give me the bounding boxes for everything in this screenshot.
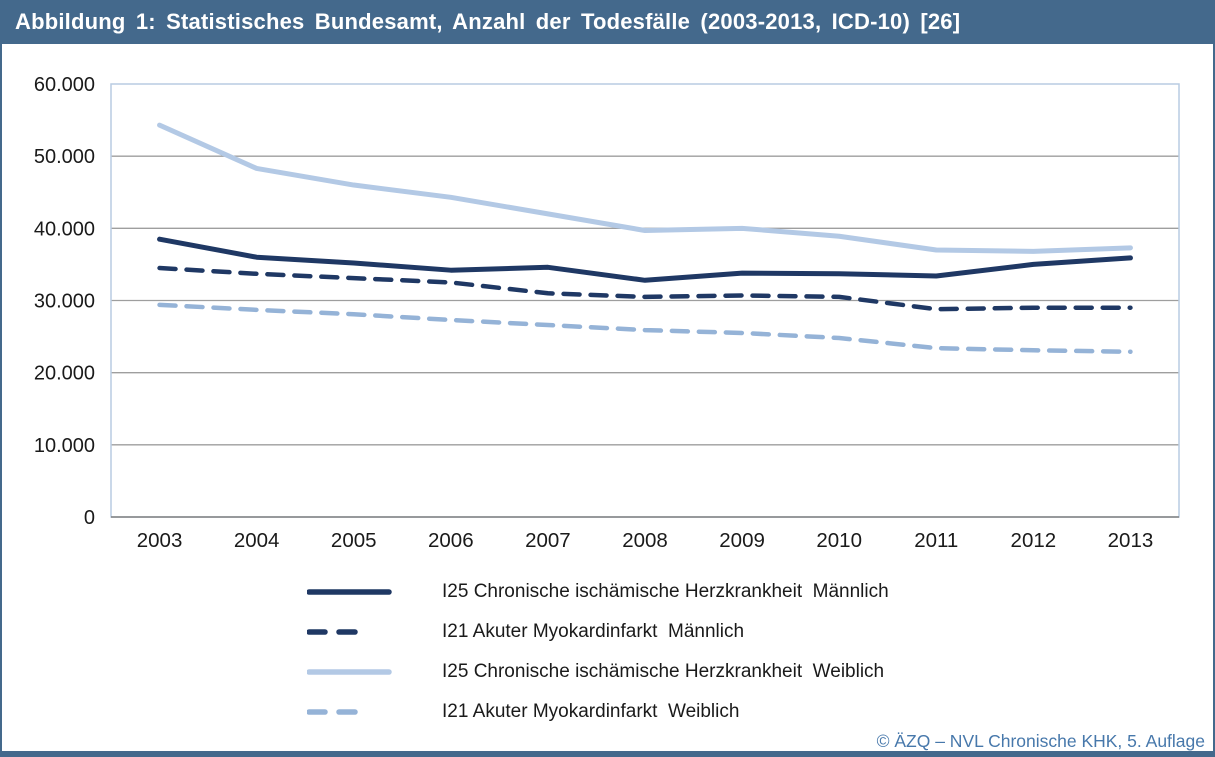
- svg-text:2013: 2013: [1108, 529, 1154, 552]
- svg-text:2006: 2006: [428, 529, 474, 552]
- legend-item-i25-weiblich: I25 Chronische ischämische Herzkrankheit…: [307, 652, 889, 692]
- svg-text:2007: 2007: [525, 529, 571, 552]
- svg-text:2008: 2008: [622, 529, 668, 552]
- legend-item-i25-maennlich: I25 Chronische ischämische Herzkrankheit…: [307, 572, 889, 612]
- legend-label: I21 Akuter Myokardinfarkt Weiblich: [442, 701, 740, 722]
- bottom-accent-bar: [2, 751, 1213, 757]
- svg-text:2003: 2003: [137, 529, 183, 552]
- svg-text:2010: 2010: [816, 529, 862, 552]
- svg-text:10.000: 10.000: [34, 435, 95, 457]
- legend-label: I21 Akuter Myokardinfarkt Männlich: [442, 621, 745, 642]
- legend-item-i21-weiblich: I21 Akuter Myokardinfarkt Weiblich: [307, 692, 889, 732]
- svg-text:0: 0: [84, 507, 95, 529]
- svg-text:20.000: 20.000: [34, 363, 95, 385]
- legend-line-swatch: [307, 589, 392, 595]
- svg-text:2005: 2005: [331, 529, 377, 552]
- copyright-credit: © ÄZQ – NVL Chronische KHK, 5. Auflage: [876, 731, 1205, 751]
- svg-text:60.000: 60.000: [34, 74, 95, 96]
- chart-legend: I25 Chronische ischämische Herzkrankheit…: [307, 572, 889, 732]
- legend-line-swatch: [307, 669, 392, 675]
- legend-line-swatch: [307, 709, 364, 715]
- svg-text:50.000: 50.000: [34, 146, 95, 168]
- legend-line-swatch: [307, 629, 364, 635]
- legend-label: I25 Chronische ischämische Herzkrankheit…: [442, 581, 889, 602]
- line-chart: 0 10.000 20.000 30.000 40.000 50.000 60.000 200…: [34, 74, 1180, 552]
- svg-text:2011: 2011: [914, 529, 958, 552]
- figure-title: Abbildung 1: Statistisches Bundesamt, An…: [15, 9, 961, 34]
- svg-text:40.000: 40.000: [34, 218, 95, 240]
- figure-title-bar: Abbildung 1: Statistisches Bundesamt, An…: [2, 0, 1213, 44]
- svg-text:2009: 2009: [719, 529, 765, 552]
- svg-text:30.000: 30.000: [34, 291, 95, 313]
- svg-text:2004: 2004: [234, 529, 280, 552]
- legend-item-i21-maennlich: I21 Akuter Myokardinfarkt Männlich: [307, 612, 889, 652]
- legend-label: I25 Chronische ischämische Herzkrankheit…: [442, 661, 885, 682]
- svg-text:2012: 2012: [1011, 529, 1057, 552]
